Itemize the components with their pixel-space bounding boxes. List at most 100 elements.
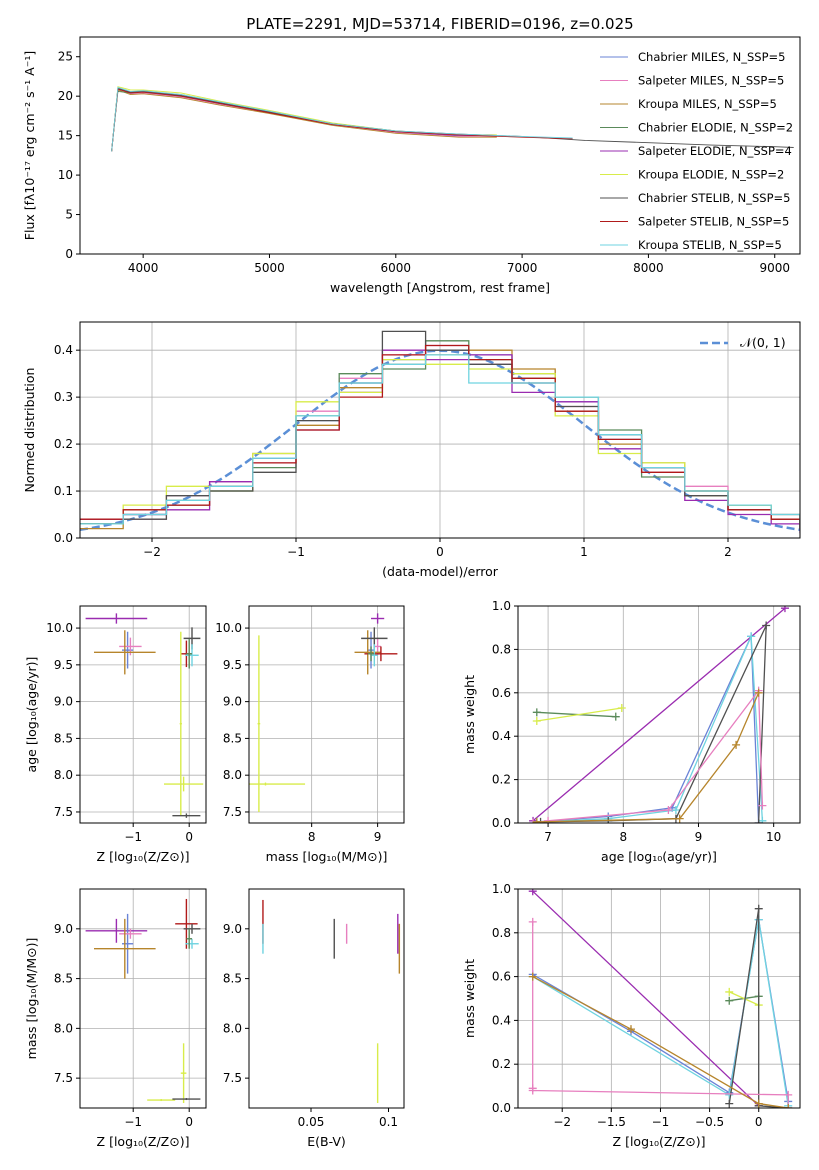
y-tick-label: 8.5 bbox=[223, 731, 242, 745]
x-tick-label: 2 bbox=[724, 545, 732, 559]
series-line-8 bbox=[111, 86, 573, 152]
series-line-3 bbox=[111, 90, 497, 152]
y-axis-label: mass weight bbox=[462, 959, 477, 1038]
plot-area bbox=[249, 613, 398, 812]
series-marker bbox=[532, 817, 541, 823]
y-tick-label: 0 bbox=[65, 247, 73, 261]
legend-label: Chabrier ELODIE, N_SSP=2 bbox=[638, 121, 793, 135]
x-tick-label: 0 bbox=[755, 1115, 763, 1129]
series-marker bbox=[754, 1099, 763, 1108]
chart-z-age: −1 0 7.5 8.0 8.5 9.0 9.5 10.0 Z [log₁₀(Z/Z⊙)] age… bbox=[24, 605, 207, 864]
series-marker bbox=[529, 819, 538, 823]
y-tick-label: 8.0 bbox=[54, 768, 73, 782]
y-axis-label: Normed distribution bbox=[22, 368, 37, 493]
y-tick-label: 0.2 bbox=[54, 437, 73, 451]
y-tick-label: 9.0 bbox=[223, 695, 242, 709]
legend-label: Salpeter ELODIE, N_SSP=4 bbox=[638, 144, 792, 158]
series-line-8 bbox=[80, 354, 800, 529]
x-tick-label: 0 bbox=[185, 1115, 193, 1129]
plot-area bbox=[528, 889, 793, 1108]
x-tick-label: 5000 bbox=[254, 261, 285, 275]
plot-area bbox=[85, 898, 201, 1104]
series-marker bbox=[747, 632, 756, 641]
chart-residuals: −2 −1 0 1 2 0.0 0.1 0.2 0.3 0.4 (data-model)/error… bbox=[22, 321, 801, 579]
series-marker bbox=[754, 904, 763, 913]
y-axis-label: Flux [fλ10⁻¹⁷ erg cm⁻² s⁻¹ A⁻¹] bbox=[22, 51, 37, 240]
y-tick-label: 9.5 bbox=[223, 658, 242, 672]
y-tick-label: 0.4 bbox=[492, 729, 511, 743]
x-tick-label: −2 bbox=[553, 1115, 571, 1129]
x-axis-label: (data-model)/error bbox=[382, 564, 499, 579]
y-axis-label: age [log₁₀(age/yr)] bbox=[24, 657, 39, 773]
x-tick-label: 7000 bbox=[507, 261, 538, 275]
x-tick-label: 1 bbox=[580, 545, 588, 559]
series-line-7 bbox=[536, 692, 760, 823]
y-tick-label: 0.2 bbox=[492, 773, 511, 787]
x-axis-label: Z [log₁₀(Z/Z⊙)] bbox=[97, 849, 190, 864]
series-line-6 bbox=[532, 688, 764, 823]
y-tick-label: 0.4 bbox=[492, 1013, 511, 1027]
chart-z-mass: −1 0 7.5 8.0 8.5 9.0 Z [log₁₀(Z/Z⊙)] mass [log₁… bbox=[24, 888, 207, 1149]
x-tick-label: 9 bbox=[695, 830, 703, 844]
x-tick-label: −2 bbox=[143, 545, 161, 559]
y-tick-label: 20 bbox=[58, 89, 73, 103]
x-tick-label: 0 bbox=[436, 545, 444, 559]
series-marker bbox=[528, 1086, 537, 1095]
plot-area bbox=[80, 330, 800, 534]
y-tick-label: 5 bbox=[65, 208, 73, 222]
x-tick-label: −0.5 bbox=[695, 1115, 724, 1129]
chart-age-massweight: 7 8 9 10 0.0 0.2 0.4 0.6 0.8 1.0 age [log₁₀(age/yr… bbox=[462, 599, 801, 864]
y-tick-label: 7.5 bbox=[223, 1071, 242, 1085]
chart-ebv-mass: 0.05 0.1 7.5 8.0 8.5 9.0 E(B-V) bbox=[223, 888, 405, 1149]
series-marker bbox=[528, 917, 537, 926]
series-line-0 bbox=[532, 607, 786, 822]
x-tick-label: 10 bbox=[766, 830, 781, 844]
y-tick-label: 0.8 bbox=[492, 642, 511, 656]
series-marker bbox=[754, 819, 763, 823]
series-marker bbox=[732, 740, 741, 749]
y-tick-label: 0.6 bbox=[492, 686, 511, 700]
x-axis-label: wavelength [Angstrom, rest frame] bbox=[330, 280, 550, 295]
series-line-2 bbox=[111, 89, 497, 152]
chart-mass-age: 8 9 7.5 8.0 8.5 9.0 9.5 10.0 mass [log₁₀(M/M⊙)] bbox=[215, 605, 405, 864]
axes-frame bbox=[79, 36, 801, 255]
series-marker bbox=[617, 703, 626, 712]
axes-frame bbox=[517, 605, 801, 824]
y-tick-label: 8.0 bbox=[54, 1021, 73, 1035]
legend-label: 𝒩(0, 1) bbox=[740, 335, 786, 350]
y-tick-label: 8.5 bbox=[54, 972, 73, 986]
x-tick-label: 0 bbox=[185, 830, 193, 844]
series-marker bbox=[784, 1090, 793, 1099]
x-tick-label: 8 bbox=[308, 830, 316, 844]
series-line-3 bbox=[536, 636, 760, 823]
axes-frame bbox=[248, 888, 405, 1109]
y-tick-label: 0.0 bbox=[492, 1101, 511, 1115]
x-tick-label: −1 bbox=[124, 1115, 142, 1129]
y-tick-label: 0.0 bbox=[492, 816, 511, 830]
x-tick-label: 4000 bbox=[128, 261, 159, 275]
y-tick-label: 10.0 bbox=[215, 621, 242, 635]
axes-frame bbox=[517, 888, 801, 1109]
legend-label: Kroupa ELODIE, N_SSP=2 bbox=[638, 168, 784, 182]
legend-label: Kroupa MILES, N_SSP=5 bbox=[638, 97, 777, 111]
y-tick-label: 8.5 bbox=[223, 972, 242, 986]
plot-area bbox=[529, 606, 789, 823]
x-axis-label: mass [log₁₀(M/M⊙)] bbox=[266, 849, 388, 864]
x-tick-label: 7 bbox=[544, 830, 552, 844]
series-marker bbox=[725, 1090, 734, 1099]
legend-label: Salpeter MILES, N_SSP=5 bbox=[638, 74, 784, 88]
y-tick-label: 7.5 bbox=[223, 805, 242, 819]
x-tick-label: 8000 bbox=[633, 261, 664, 275]
x-axis-label: Z [log₁₀(Z/Z⊙)] bbox=[613, 1134, 706, 1149]
y-axis-label: mass [log₁₀(M/M⊙)] bbox=[24, 938, 39, 1060]
axes-frame bbox=[248, 605, 405, 824]
chart-z-massweight: −2 −1.5 −1 −0.5 0 0.0 0.2 0.4 0.6 0.8 1.0 Z [log₁₀(… bbox=[462, 882, 801, 1149]
axes-frame bbox=[79, 888, 207, 1109]
y-tick-label: 0.8 bbox=[492, 926, 511, 940]
legend-label: Salpeter STELIB, N_SSP=5 bbox=[638, 215, 789, 229]
legend-label: Chabrier MILES, N_SSP=5 bbox=[638, 50, 785, 64]
plot-area bbox=[262, 899, 401, 1104]
x-tick-label: 9000 bbox=[759, 261, 790, 275]
x-tick-label: −1 bbox=[652, 1115, 670, 1129]
series-marker bbox=[758, 801, 767, 810]
